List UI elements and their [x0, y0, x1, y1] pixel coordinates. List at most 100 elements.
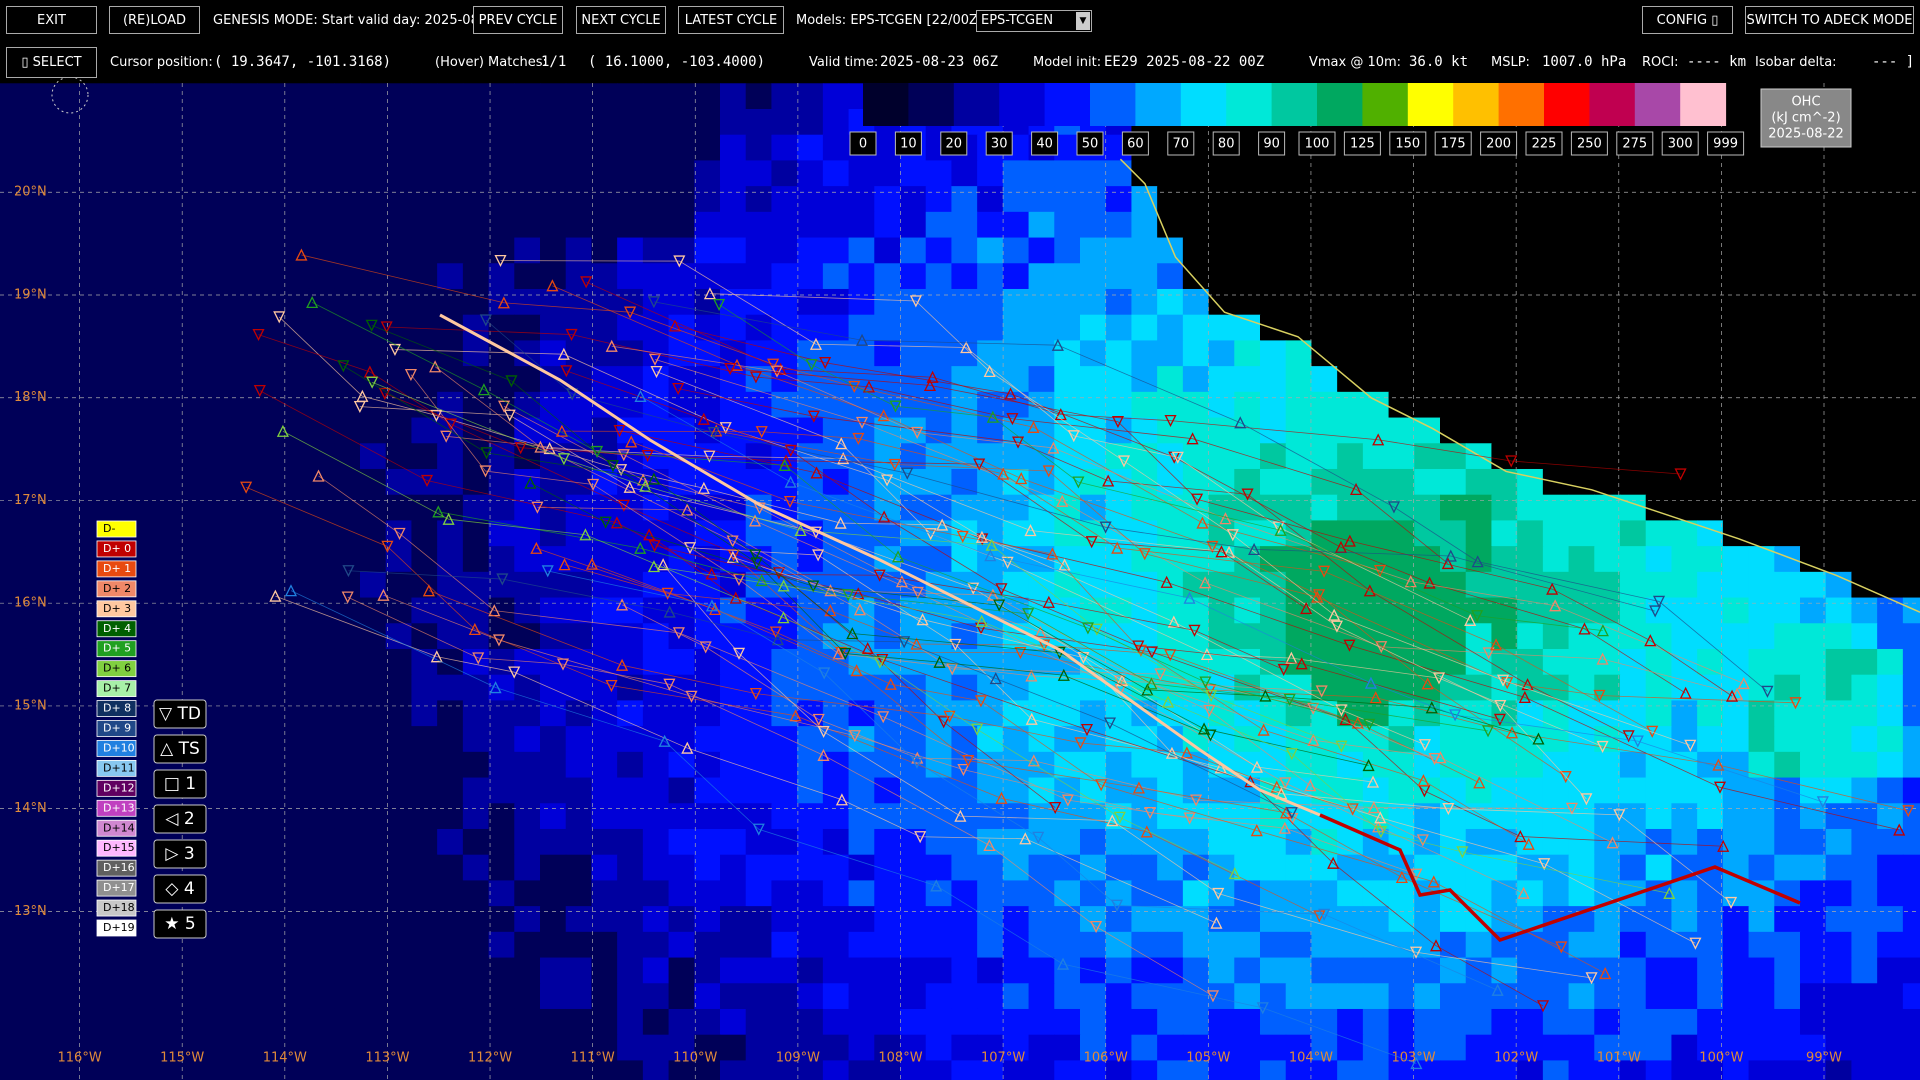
- ohc-cell: [1362, 366, 1390, 393]
- ohc-cell: [77, 186, 104, 213]
- ohc-cell: [1465, 366, 1493, 393]
- track-marker: [442, 512, 455, 525]
- ohc-cell: [1414, 366, 1441, 393]
- ohc-cell: [1851, 571, 1878, 599]
- ohc-cell: [231, 751, 258, 779]
- track-marker: [429, 360, 442, 373]
- track-marker: [1285, 807, 1298, 820]
- select-arrow[interactable]: ▼: [1076, 12, 1090, 30]
- track-marker: [889, 400, 902, 413]
- ohc-cell: [1697, 1060, 1724, 1080]
- ohc-cell: [437, 880, 464, 907]
- track-marker: [812, 713, 825, 726]
- ohc-cell: [411, 134, 438, 162]
- reload-button[interactable]: (RE)LOAD: [109, 6, 200, 34]
- ohc-cell: [385, 674, 413, 702]
- track-marker: [1369, 691, 1382, 704]
- track-marker: [1684, 739, 1697, 752]
- colorbar-tick-box: [1121, 131, 1149, 156]
- day-legend-swatch: [96, 600, 137, 618]
- ohc-cell: [1208, 803, 1235, 830]
- ohc-cell: [1774, 211, 1801, 239]
- ohc-cell: [180, 366, 207, 393]
- exit-button[interactable]: EXIT: [6, 6, 97, 34]
- ohc-cell: [1774, 854, 1801, 882]
- ohc-cell: [797, 597, 824, 624]
- ohc-cell: [1645, 1034, 1673, 1062]
- ohc-cell: [1620, 443, 1647, 470]
- ohc-cell: [1645, 828, 1673, 856]
- ohc-cell: [1542, 443, 1570, 470]
- ohc-cell: [1465, 314, 1493, 342]
- ohc-cell: [385, 211, 413, 239]
- next-cycle-button[interactable]: NEXT CYCLE: [576, 6, 666, 34]
- ohc-cell: [385, 160, 413, 187]
- symbol-legend-box: [153, 804, 207, 834]
- ohc-cell: [1105, 186, 1133, 213]
- ohc-cell: [334, 1008, 361, 1036]
- ohc-cell: [1440, 571, 1467, 599]
- ohc-cell: [462, 726, 490, 753]
- ohc-cell: [1800, 726, 1827, 753]
- ohc-cell: [437, 237, 464, 264]
- ohc-cell: [668, 777, 695, 804]
- track-marker: [1274, 523, 1287, 536]
- adeck-button[interactable]: SWITCH TO ADECK MODE: [1745, 6, 1914, 34]
- ohc-cell: [591, 417, 618, 444]
- ohc-cell: [900, 957, 927, 984]
- ohc-cell: [1568, 931, 1595, 959]
- ohc-cell: [1234, 828, 1261, 856]
- ohc-cell: [1105, 546, 1133, 573]
- ohc-cell: [1568, 160, 1595, 187]
- ohc-cell: [488, 314, 515, 342]
- latest-cycle-button[interactable]: LATEST CYCLE: [678, 6, 784, 34]
- ohc-cell: [1285, 957, 1313, 984]
- ohc-cell: [1002, 906, 1030, 933]
- ohc-cell: [385, 263, 413, 290]
- ohc-cell: [1054, 1034, 1081, 1062]
- ohc-cell: [540, 108, 567, 136]
- ohc-cell: [437, 546, 464, 573]
- model-select[interactable]: EPS-TCGEN ▼: [976, 10, 1092, 32]
- ohc-cell: [925, 931, 953, 959]
- colorbar-tick-box: [1707, 131, 1745, 156]
- ohc-cell: [1877, 1008, 1904, 1036]
- select-button[interactable]: ▯ SELECT: [6, 47, 97, 78]
- ohc-cell: [411, 777, 438, 804]
- ohc-cell: [874, 648, 901, 676]
- day-legend-label: D+ 7: [103, 682, 131, 695]
- ohc-cell: [1028, 880, 1055, 907]
- track-marker: [1286, 812, 1299, 826]
- track-marker: [625, 435, 638, 448]
- ohc-cell: [1362, 957, 1390, 984]
- ohc-cell: [514, 906, 541, 933]
- ohc-cell: [1105, 391, 1133, 419]
- track-marker: [1138, 548, 1151, 561]
- ohc-cell: [1337, 751, 1364, 779]
- ohc-cell: [0, 314, 27, 342]
- ohc-cell: [1774, 700, 1801, 727]
- ohc-cell: [128, 160, 155, 187]
- ohc-cell: [25, 211, 53, 239]
- ohc-cell: [951, 906, 978, 933]
- prev-cycle-button[interactable]: PREV CYCLE: [473, 6, 563, 34]
- track-marker: [835, 793, 848, 806]
- ohc-cell: [128, 443, 155, 470]
- track-marker: [1713, 781, 1727, 794]
- config-button[interactable]: CONFIG ▯: [1642, 6, 1733, 34]
- track-marker: [560, 365, 573, 378]
- ohc-cell: [1722, 443, 1750, 470]
- ohc-cell: [1877, 931, 1904, 959]
- track-marker: [497, 296, 510, 309]
- ohc-cell: [51, 468, 78, 496]
- ohc-cell: [1825, 597, 1853, 624]
- track-marker: [253, 384, 266, 398]
- ohc-cell: [334, 263, 361, 290]
- ohc-cell: [411, 700, 438, 727]
- ohc-cell: [1388, 983, 1415, 1010]
- track-marker: [703, 287, 716, 300]
- ohc-cell: [591, 468, 618, 496]
- track-marker: [1816, 796, 1829, 809]
- ohc-cell: [1388, 160, 1415, 187]
- ohc-cell: [1182, 1008, 1210, 1036]
